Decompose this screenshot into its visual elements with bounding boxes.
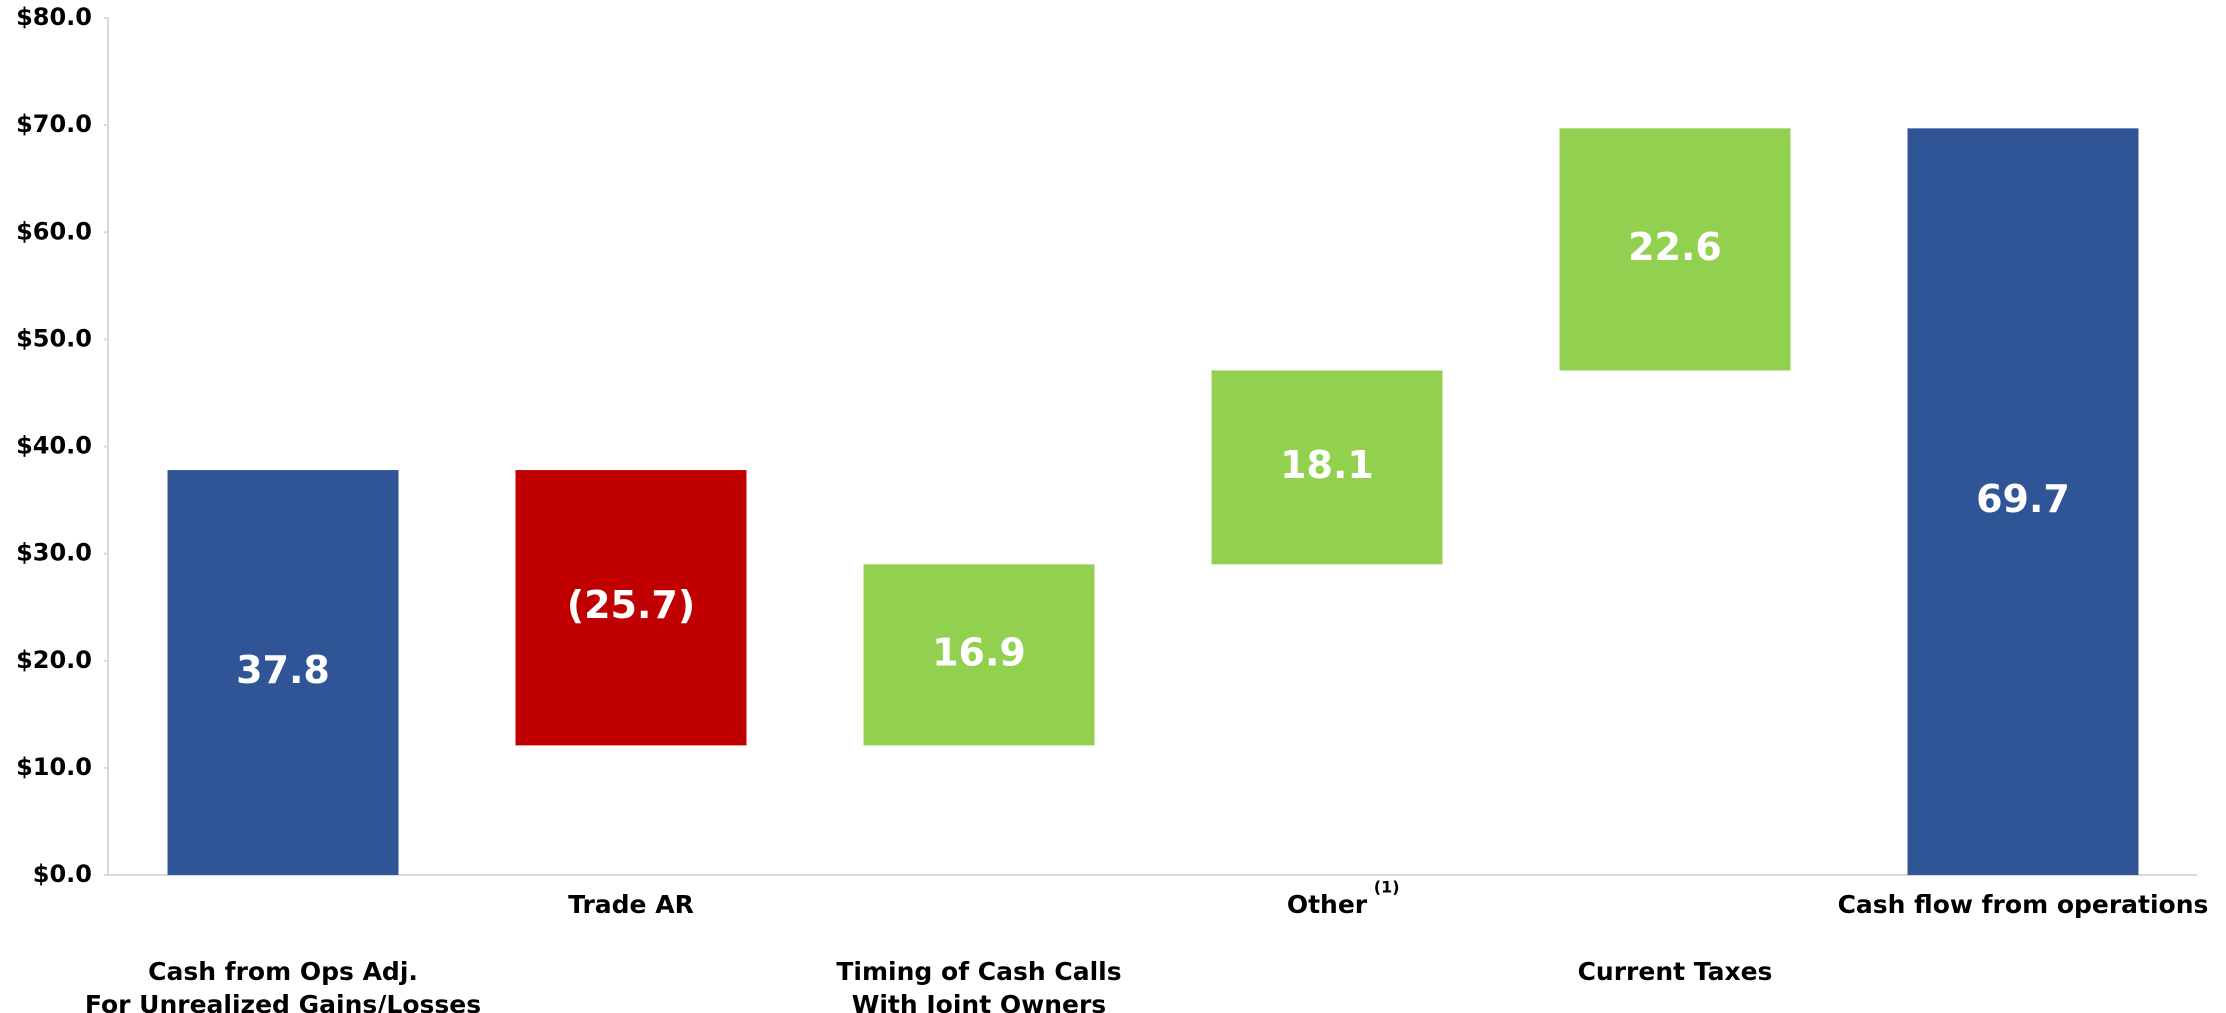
x-tick-label: Cash from Ops Adj. bbox=[148, 957, 418, 986]
y-tick-label: $40.0 bbox=[16, 432, 92, 460]
y-tick-label: $50.0 bbox=[16, 324, 92, 352]
x-tick-label: For Unrealized Gains/Losses bbox=[85, 990, 481, 1013]
y-tick-label: $70.0 bbox=[16, 110, 92, 138]
value-label: 16.9 bbox=[932, 630, 1026, 674]
x-tick-label: Current Taxes bbox=[1578, 957, 1773, 986]
x-tick-label: With Joint Owners bbox=[852, 990, 1106, 1013]
x-tick-label: Other bbox=[1287, 890, 1368, 919]
x-tick-label: Timing of Cash Calls bbox=[836, 957, 1121, 986]
x-tick-label: Trade AR bbox=[568, 890, 694, 919]
bar bbox=[515, 470, 747, 746]
bar bbox=[863, 564, 1095, 746]
y-tick-label: $30.0 bbox=[16, 539, 92, 567]
y-tick-label: $80.0 bbox=[16, 3, 92, 31]
y-tick-label: $60.0 bbox=[16, 217, 92, 245]
bar bbox=[1211, 370, 1443, 565]
value-label: 37.8 bbox=[236, 648, 330, 692]
y-tick-label: $0.0 bbox=[33, 860, 92, 888]
bar bbox=[1559, 128, 1791, 371]
value-label: 69.7 bbox=[1976, 477, 2070, 521]
bar bbox=[167, 470, 399, 875]
bar bbox=[1907, 128, 2139, 875]
value-label: (25.7) bbox=[567, 583, 696, 627]
y-tick-label: $10.0 bbox=[16, 753, 92, 781]
value-label: 18.1 bbox=[1280, 443, 1374, 487]
footnote-mark: (1) bbox=[1374, 878, 1400, 897]
value-label: 22.6 bbox=[1628, 225, 1722, 269]
y-tick-label: $20.0 bbox=[16, 646, 92, 674]
x-tick-label: Cash flow from operations bbox=[1838, 890, 2209, 919]
